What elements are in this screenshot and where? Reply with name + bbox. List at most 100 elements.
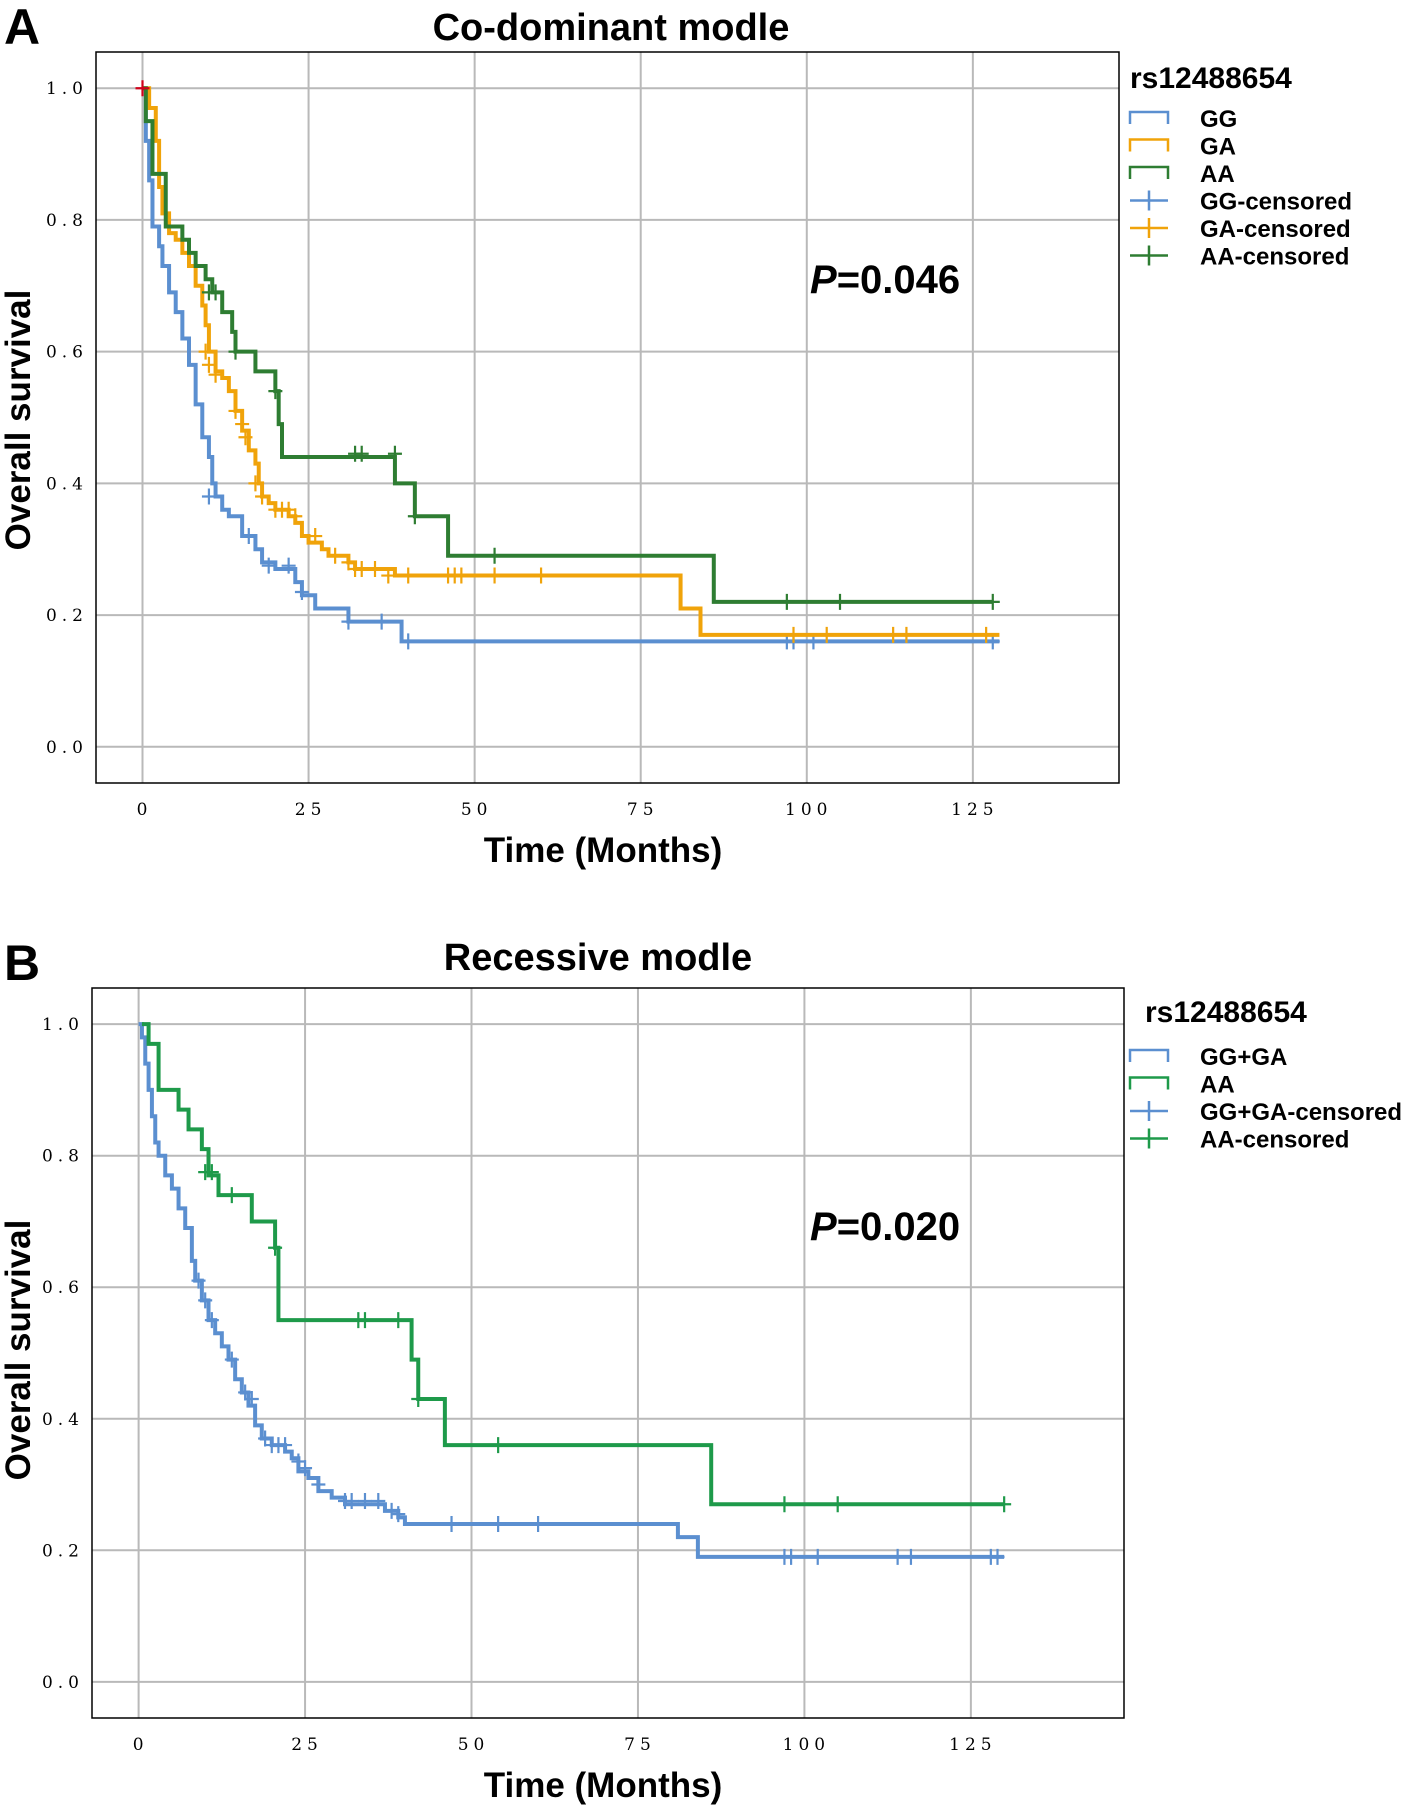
panel-letter-a: A (4, 0, 40, 55)
censor-mark-a-0-0 (201, 488, 216, 505)
censor-mark-a-2-12 (985, 593, 1000, 610)
legend-label-b-0: GG+GA (1200, 1044, 1287, 1071)
censor-mark-b-0-6 (258, 1430, 273, 1447)
x-tick-label-a-5: 125 (951, 800, 998, 820)
censor-mark-a-1-22 (454, 567, 469, 584)
censor-mark-a-1-13 (328, 547, 343, 564)
censor-mark-a-0-5 (341, 613, 356, 630)
censor-mark-a-0-6 (374, 613, 389, 630)
x-axis-label-b: Time (Months) (484, 1766, 723, 1805)
legend-label-a-4: GA-censored (1200, 216, 1351, 243)
censor-mark-b-1-3 (268, 1239, 283, 1256)
plot-frame-b (91, 987, 1125, 1719)
censor-mark-a-1-29 (979, 626, 994, 643)
censor-mark-b-1-1 (204, 1164, 219, 1181)
censor-mark-b-1-5 (357, 1312, 372, 1329)
censor-mark-b-0-21 (531, 1515, 546, 1532)
legend-line-icon-a-0 (1128, 110, 1170, 124)
censor-mark-b-1-9 (777, 1496, 792, 1513)
censor-mark-a-1-0 (198, 343, 213, 360)
y-tick-label-b-3: 0.6 (42, 1278, 84, 1298)
chart-title-a: Co-dominant modle (433, 7, 790, 49)
censor-mark-a-1-23 (487, 567, 502, 584)
survival-line-b-gg-ga (138, 1022, 1005, 1559)
y-tick-label-a-2: 0.4 (46, 474, 88, 494)
x-tick-label-b-3: 75 (624, 1735, 656, 1755)
legend-label-a-2: AA (1200, 161, 1235, 188)
censor-mark-b-0-2 (204, 1312, 219, 1329)
censor-mark-b-0-1 (198, 1292, 213, 1309)
y-tick-label-a-3: 0.6 (46, 343, 88, 363)
survival-line-a-gg (142, 86, 1000, 644)
legend-label-a-1: GA (1200, 134, 1236, 161)
censor-mark-b-0-18 (391, 1506, 406, 1523)
legend-line-icon-b-1 (1128, 1076, 1170, 1090)
censor-mark-a-1-25 (786, 626, 801, 643)
censor-mark-b-0-25 (890, 1548, 905, 1565)
p-value-a: P=0.046 (810, 258, 960, 302)
p-value-italic-b: P (810, 1205, 837, 1249)
p-value-b: P=0.020 (810, 1205, 960, 1249)
censor-mark-a-0-7 (401, 633, 416, 650)
survival-line-a-aa (142, 86, 993, 604)
y-tick-label-a-4: 0.8 (46, 211, 88, 231)
y-tick-label-b-0: 0.0 (42, 1673, 84, 1693)
legend-line-icon-a-1 (1128, 138, 1170, 152)
censor-mark-b-1-7 (411, 1391, 426, 1408)
x-tick-label-b-5: 125 (949, 1735, 996, 1755)
censor-mark-b-0-12 (311, 1476, 326, 1493)
censor-mark-a-1-12 (308, 528, 323, 545)
censor-mark-b-1-11 (997, 1496, 1012, 1513)
censor-mark-a-2-0 (135, 80, 150, 97)
censor-mark-b-0-23 (784, 1548, 799, 1565)
legend-censor-icon-a-4 (1130, 218, 1168, 238)
y-tick-label-b-2: 0.4 (42, 1410, 84, 1430)
censor-mark-b-0-0 (191, 1272, 206, 1289)
y-axis-label-b: Overall survival (0, 1220, 38, 1481)
censor-mark-b-1-10 (830, 1496, 845, 1513)
censor-mark-a-2-7 (387, 445, 402, 462)
censor-mark-a-2-9 (487, 547, 502, 564)
censor-mark-a-2-11 (833, 593, 847, 610)
censor-mark-a-1-6 (248, 475, 263, 492)
censor-mark-a-1-17 (368, 560, 382, 577)
panel-letter-b: B (4, 935, 40, 991)
censor-mark-a-2-2 (208, 284, 223, 301)
censor-mark-a-2-3 (228, 343, 243, 360)
y-tick-label-a-1: 0.2 (46, 606, 88, 626)
p-value-italic-a: P (810, 258, 837, 302)
y-tick-label-b-4: 0.8 (42, 1147, 84, 1167)
survival-line-a-ga (142, 86, 1000, 637)
x-tick-label-b-1: 25 (291, 1735, 323, 1755)
censor-mark-a-1-27 (886, 626, 901, 643)
censor-mark-b-0-14 (344, 1492, 359, 1509)
censor-mark-a-0-4 (294, 584, 309, 601)
legend-censor-icon-b-2 (1130, 1101, 1168, 1121)
censor-mark-a-1-1 (201, 356, 216, 373)
legend-label-b-3: AA-censored (1200, 1127, 1349, 1154)
censor-mark-a-1-4 (235, 416, 250, 433)
censor-mark-a-1-7 (255, 488, 270, 505)
legend-line-icon-a-2 (1128, 165, 1170, 179)
censor-mark-a-0-1 (241, 528, 256, 545)
legend-label-a-5: AA-censored (1200, 244, 1349, 271)
x-tick-label-a-3: 75 (627, 800, 659, 820)
x-tick-label-b-2: 50 (458, 1735, 490, 1755)
censor-mark-a-1-28 (899, 626, 914, 643)
censor-mark-a-1-2 (208, 366, 223, 383)
legend-label-a-3: GG-censored (1200, 189, 1352, 216)
censor-mark-b-0-19 (444, 1515, 459, 1532)
censor-mark-b-1-6 (391, 1312, 406, 1329)
censor-mark-a-1-11 (288, 508, 303, 525)
censor-mark-a-1-14 (341, 554, 356, 571)
censor-mark-a-0-3 (281, 557, 296, 574)
y-tick-label-a-5: 1.0 (46, 79, 88, 99)
censor-mark-b-0-5 (244, 1391, 259, 1408)
legend-label-a-0: GG (1200, 106, 1237, 133)
censor-mark-a-1-26 (819, 626, 834, 643)
y-tick-label-b-5: 1.0 (42, 1015, 84, 1035)
censor-mark-a-1-16 (354, 560, 369, 577)
x-tick-label-b-0: 0 (133, 1735, 149, 1755)
